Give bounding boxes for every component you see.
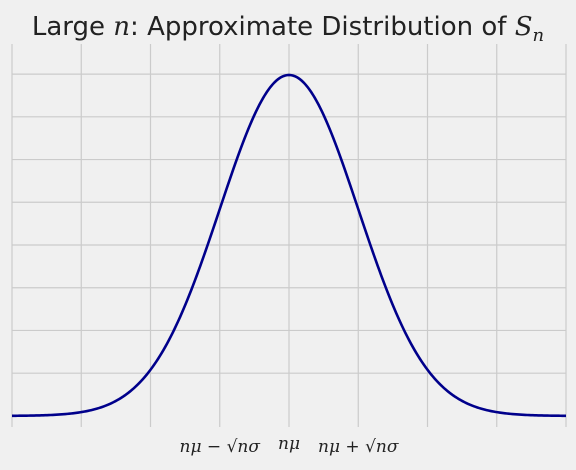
x-tick-label: nμ + √nσ	[318, 437, 399, 457]
chart-title: Large n: Approximate Distribution of Sn	[32, 12, 544, 46]
grid	[11, 44, 567, 427]
density-curve	[11, 73, 567, 418]
x-tick-labels: nμ − √nσ nμ nμ + √nσ	[180, 434, 399, 457]
x-tick-label: nμ	[278, 434, 300, 454]
x-tick-label: nμ − √nσ	[180, 437, 261, 457]
